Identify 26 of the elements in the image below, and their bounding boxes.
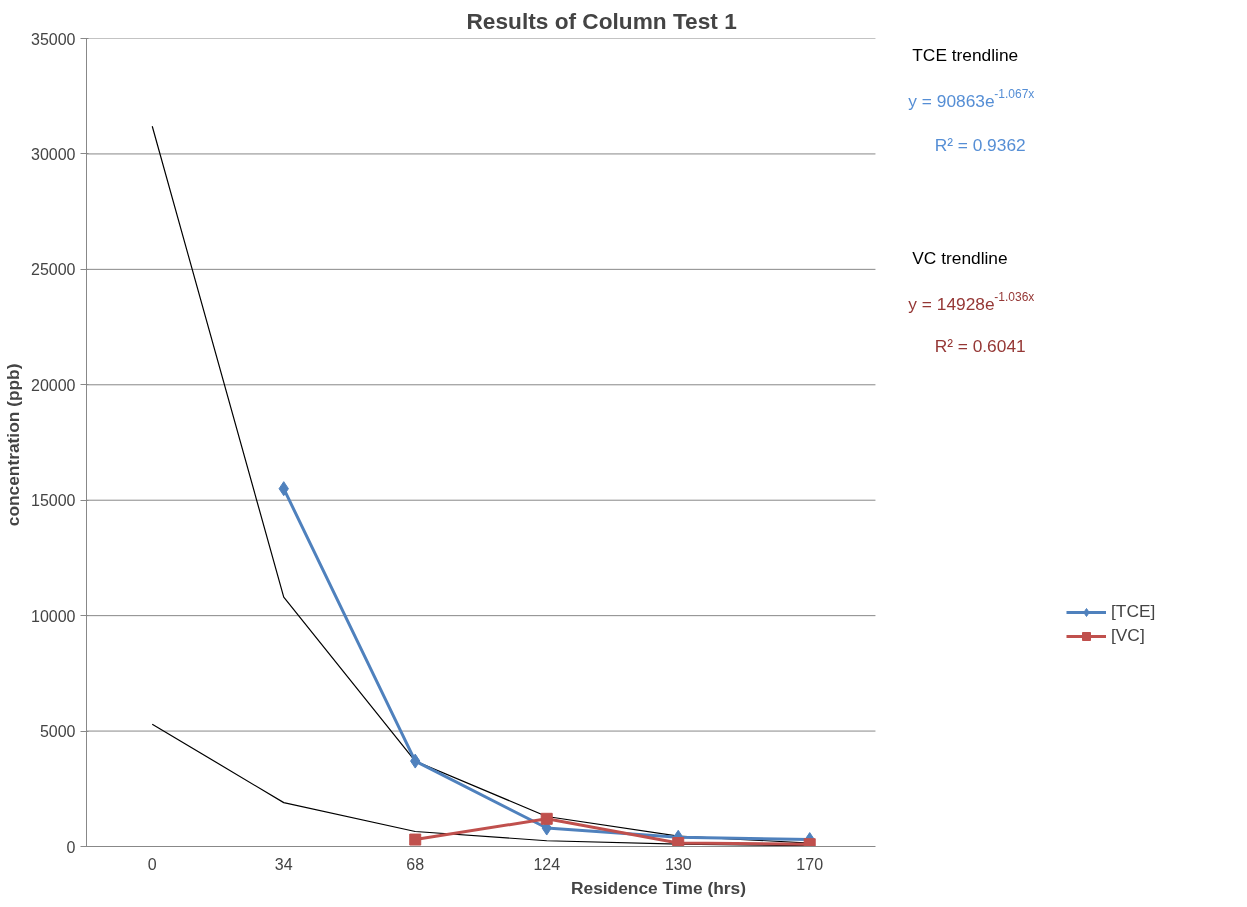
text: VC trendline <box>912 247 1008 268</box>
y-tick-label: 20000 <box>31 376 76 394</box>
point <box>540 812 553 825</box>
chart-title: Results of Column Test 1 <box>466 7 737 34</box>
y-tick-label: 5000 <box>39 723 76 741</box>
text: R² = 0.6041 <box>934 335 1026 356</box>
y-tick-label: 15000 <box>31 492 76 510</box>
point <box>409 833 422 846</box>
y-tick-label: 25000 <box>31 261 76 279</box>
legend-label: [VC] <box>1111 625 1145 646</box>
point <box>672 837 685 847</box>
x-tick-label: 170 <box>796 855 824 873</box>
y-axis-title: concentration (ppb) <box>3 363 24 527</box>
x-tick-label: 124 <box>533 855 561 873</box>
y-tick-label: 35000 <box>31 30 76 48</box>
x-tick-label: 130 <box>664 855 692 873</box>
x-tick-label: 34 <box>274 855 293 873</box>
x-tick-label: 0 <box>147 855 157 873</box>
text: TCE trendline <box>912 44 1019 65</box>
text: R² = 0.9362 <box>934 134 1026 155</box>
x-tick-label: 68 <box>406 855 425 873</box>
y-tick-label: 0 <box>66 838 76 856</box>
x-axis-title: Residence Time (hrs) <box>571 877 746 898</box>
legend-label: [TCE] <box>1111 601 1156 622</box>
y-tick-label: 10000 <box>31 607 76 625</box>
y-tick-label: 30000 <box>31 145 76 163</box>
